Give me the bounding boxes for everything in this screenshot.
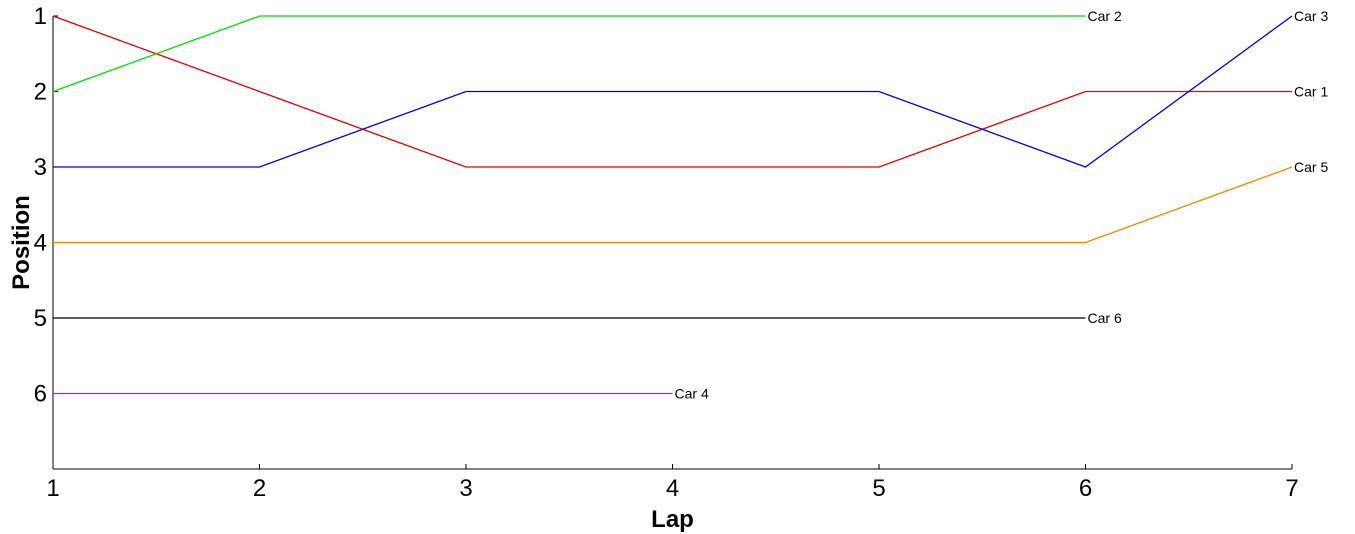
series-label-car-6: Car 6 bbox=[1088, 310, 1122, 326]
y-tick-label: 6 bbox=[34, 381, 47, 408]
x-tick-label: 1 bbox=[46, 475, 59, 502]
series-label-car-3: Car 3 bbox=[1294, 8, 1328, 24]
y-ticks: 1 2 3 4 5 6 bbox=[34, 3, 58, 408]
x-ticks: 1 2 3 4 5 6 7 bbox=[46, 464, 1299, 502]
x-tick-label: 4 bbox=[666, 475, 679, 502]
y-tick-label: 3 bbox=[34, 154, 47, 181]
series-label-car-2: Car 2 bbox=[1088, 8, 1122, 24]
series-label-car-5: Car 5 bbox=[1294, 159, 1328, 175]
x-tick-label: 3 bbox=[459, 475, 472, 502]
x-tick-label: 7 bbox=[1285, 475, 1298, 502]
series-line-car-2 bbox=[52, 15, 1086, 93]
x-axis-title: Lap bbox=[651, 506, 694, 533]
series-line-car-3 bbox=[53, 15, 1293, 168]
series-label-car-4: Car 4 bbox=[675, 386, 709, 402]
x-tick-label: 2 bbox=[253, 475, 266, 502]
series-line-car-5 bbox=[53, 166, 1293, 244]
y-tick-label: 5 bbox=[34, 305, 47, 332]
series-lines bbox=[52, 15, 1293, 395]
y-tick-label: 4 bbox=[34, 230, 47, 257]
x-tick-label: 6 bbox=[1079, 475, 1092, 502]
y-tick-label: 2 bbox=[34, 79, 47, 106]
series-end-labels: Car 1 Car 2 Car 3 Car 4 Car 5 Car 6 bbox=[675, 8, 1329, 402]
y-tick-label: 1 bbox=[34, 3, 47, 30]
y-axis-title: Position bbox=[8, 195, 35, 290]
series-line-car-1 bbox=[52, 15, 1292, 168]
series-label-car-1: Car 1 bbox=[1294, 84, 1328, 100]
x-tick-label: 5 bbox=[872, 475, 885, 502]
